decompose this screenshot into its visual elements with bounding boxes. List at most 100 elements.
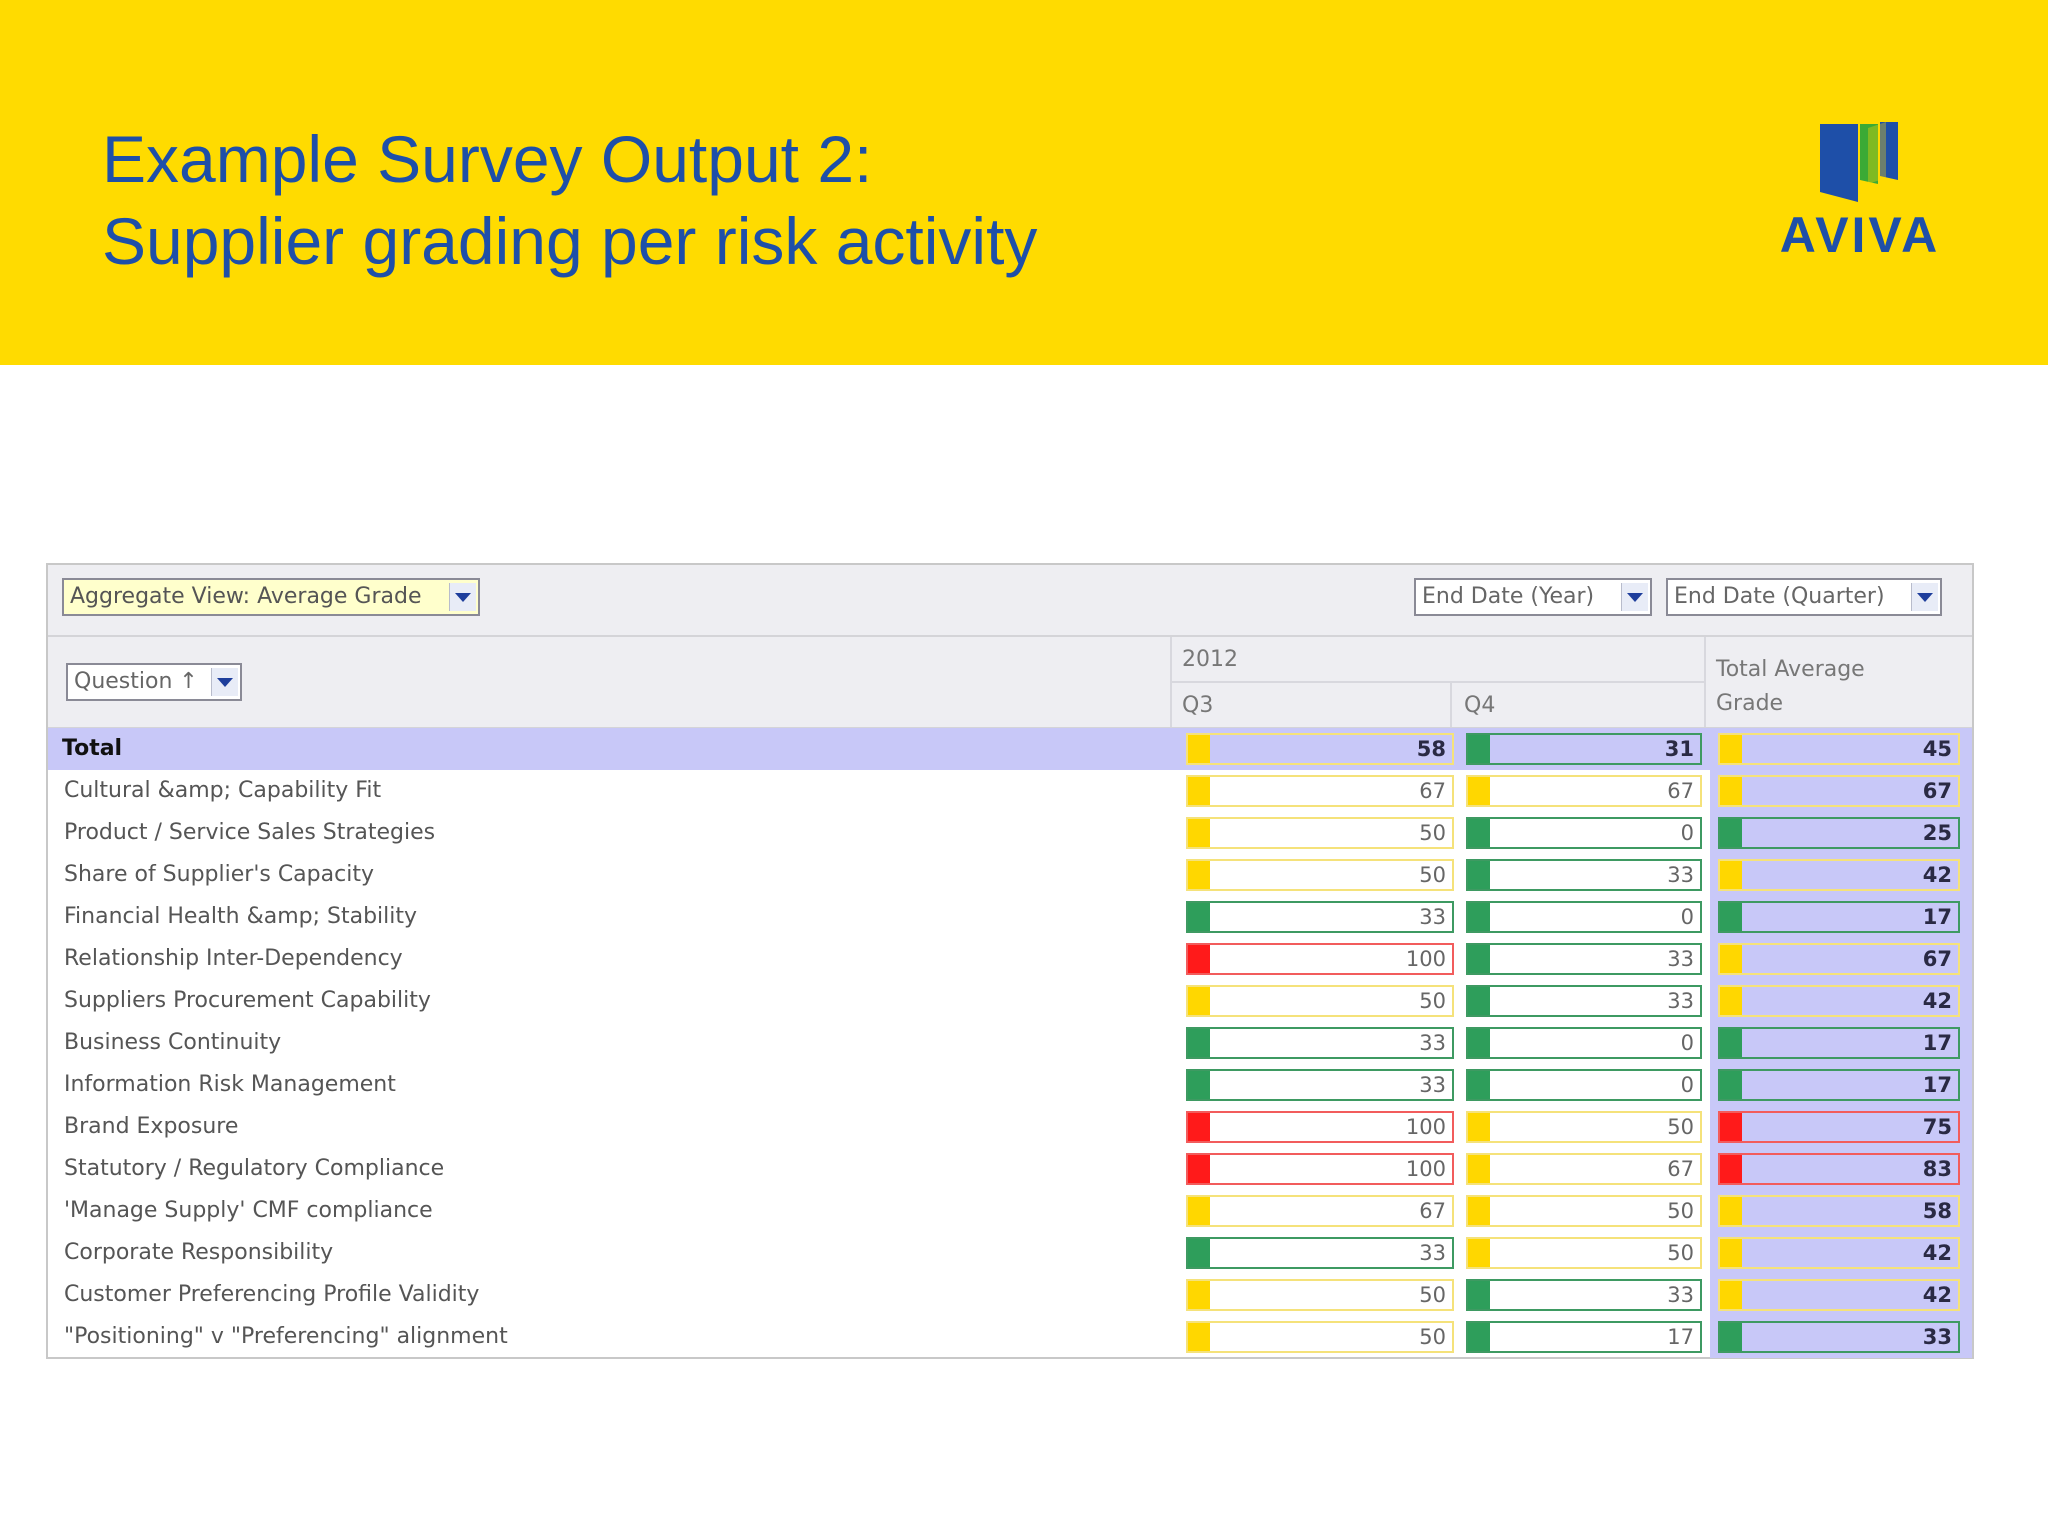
q4-grade-value: 0 bbox=[1680, 821, 1694, 845]
grade-indicator-green bbox=[1468, 903, 1490, 931]
q4-grade-cell: 17 bbox=[1466, 1321, 1702, 1353]
grade-indicator-yellow bbox=[1468, 1155, 1490, 1183]
table-row[interactable]: Brand Exposure 100 50 75 bbox=[48, 1106, 1972, 1148]
table-row[interactable]: "Positioning" v "Preferencing" alignment… bbox=[48, 1316, 1972, 1358]
q4-grade-value: 50 bbox=[1667, 1115, 1694, 1139]
table-row[interactable]: Relationship Inter-Dependency 100 33 67 bbox=[48, 938, 1972, 980]
q3-grade-value: 58 bbox=[1416, 737, 1446, 761]
q3-grade-value: 67 bbox=[1419, 779, 1446, 803]
q4-header[interactable]: Q4 bbox=[1464, 693, 1496, 718]
table-row[interactable]: Suppliers Procurement Capability 50 33 42 bbox=[48, 980, 1972, 1022]
q3-grade-cell: 67 bbox=[1186, 775, 1454, 807]
row-label: Information Risk Management bbox=[64, 1072, 396, 1097]
q3-grade-cell: 58 bbox=[1186, 733, 1454, 765]
grade-indicator-yellow bbox=[1720, 735, 1742, 763]
total-grade-cell: 25 bbox=[1718, 817, 1960, 849]
q3-grade-value: 100 bbox=[1405, 1157, 1446, 1181]
q3-grade-value: 33 bbox=[1419, 1073, 1446, 1097]
grade-indicator-green bbox=[1720, 903, 1742, 931]
chevron-down-icon[interactable] bbox=[449, 583, 476, 611]
grade-indicator-red bbox=[1188, 945, 1210, 973]
q3-grade-value: 50 bbox=[1419, 821, 1446, 845]
header-banner bbox=[0, 0, 2048, 365]
total-grade-cell: 58 bbox=[1718, 1195, 1960, 1227]
q3-grade-cell: 100 bbox=[1186, 1153, 1454, 1185]
q4-grade-cell: 0 bbox=[1466, 1027, 1702, 1059]
q4-grade-value: 33 bbox=[1667, 1283, 1694, 1307]
q4-grade-value: 50 bbox=[1667, 1241, 1694, 1265]
grade-indicator-green bbox=[1468, 819, 1490, 847]
q3-grade-value: 50 bbox=[1419, 989, 1446, 1013]
table-row[interactable]: 'Manage Supply' CMF compliance 67 50 58 bbox=[48, 1190, 1972, 1232]
total-grade-cell: 42 bbox=[1718, 1279, 1960, 1311]
table-row[interactable]: Financial Health &amp; Stability 33 0 17 bbox=[48, 896, 1972, 938]
question-sort-dropdown[interactable]: Question ↑ bbox=[66, 663, 242, 701]
grade-indicator-green bbox=[1720, 1029, 1742, 1057]
row-label: Relationship Inter-Dependency bbox=[64, 946, 403, 971]
q4-grade-cell: 33 bbox=[1466, 859, 1702, 891]
total-row[interactable]: Total 58 31 45 bbox=[48, 728, 1972, 770]
q3-grade-value: 100 bbox=[1405, 1115, 1446, 1139]
row-label: Cultural &amp; Capability Fit bbox=[64, 778, 382, 803]
grade-indicator-green bbox=[1468, 987, 1490, 1015]
chevron-down-icon[interactable] bbox=[1621, 583, 1648, 611]
row-label: "Positioning" v "Preferencing" alignment bbox=[64, 1324, 508, 1349]
grade-indicator-green bbox=[1188, 1071, 1210, 1099]
year-header: 2012 bbox=[1182, 647, 1238, 672]
q3-header[interactable]: Q3 bbox=[1182, 693, 1214, 718]
table-row[interactable]: Customer Preferencing Profile Validity 50… bbox=[48, 1274, 1972, 1316]
grade-indicator-yellow bbox=[1468, 777, 1490, 805]
total-grade-value: 83 bbox=[1922, 1157, 1952, 1181]
table-row[interactable]: Business Continuity 33 0 17 bbox=[48, 1022, 1972, 1064]
row-label: Suppliers Procurement Capability bbox=[64, 988, 431, 1013]
title-line-2: Supplier grading per risk activity bbox=[102, 204, 1038, 278]
grade-indicator-yellow bbox=[1720, 1239, 1742, 1267]
total-grade-cell: 42 bbox=[1718, 1237, 1960, 1269]
table-row[interactable]: Information Risk Management 33 0 17 bbox=[48, 1064, 1972, 1106]
end-date-quarter-dropdown[interactable]: End Date (Quarter) bbox=[1666, 578, 1942, 616]
q3-grade-value: 33 bbox=[1419, 1241, 1446, 1265]
q4-grade-value: 33 bbox=[1667, 947, 1694, 971]
total-grade-cell: 33 bbox=[1718, 1321, 1960, 1353]
total-grade-value: 42 bbox=[1922, 1283, 1952, 1307]
grade-indicator-green bbox=[1468, 861, 1490, 889]
table-row[interactable]: Cultural &amp; Capability Fit 67 67 67 bbox=[48, 770, 1972, 812]
total-grade-value: 42 bbox=[1922, 1241, 1952, 1265]
q3-grade-cell: 50 bbox=[1186, 1279, 1454, 1311]
grade-indicator-yellow bbox=[1468, 1239, 1490, 1267]
total-grade-value: 67 bbox=[1922, 947, 1952, 971]
q4-grade-value: 17 bbox=[1667, 1325, 1694, 1349]
q4-grade-cell: 0 bbox=[1466, 817, 1702, 849]
aggregate-view-dropdown[interactable]: Aggregate View: Average Grade bbox=[62, 578, 480, 616]
total-grade-cell: 42 bbox=[1718, 985, 1960, 1017]
grade-indicator-yellow bbox=[1720, 1281, 1742, 1309]
end-date-year-dropdown[interactable]: End Date (Year) bbox=[1414, 578, 1652, 616]
total-grade-cell: 17 bbox=[1718, 1027, 1960, 1059]
table-row[interactable]: Share of Supplier's Capacity 50 33 42 bbox=[48, 854, 1972, 896]
grade-indicator-green bbox=[1188, 1029, 1210, 1057]
aviva-logo: AVIVA bbox=[1760, 120, 1960, 263]
q4-grade-value: 33 bbox=[1667, 989, 1694, 1013]
table-row[interactable]: Product / Service Sales Strategies 50 0 25 bbox=[48, 812, 1972, 854]
grade-indicator-yellow bbox=[1468, 1197, 1490, 1225]
chevron-down-icon[interactable] bbox=[1911, 583, 1938, 611]
grade-indicator-yellow bbox=[1720, 777, 1742, 805]
q4-grade-value: 67 bbox=[1667, 779, 1694, 803]
total-grade-value: 42 bbox=[1922, 989, 1952, 1013]
q3-grade-value: 50 bbox=[1419, 863, 1446, 887]
report-toolbar: Aggregate View: Average Grade End Date (… bbox=[48, 565, 1972, 637]
table-row[interactable]: Statutory / Regulatory Compliance 100 67 83 bbox=[48, 1148, 1972, 1190]
chevron-down-icon[interactable] bbox=[211, 668, 238, 696]
total-grade-value: 17 bbox=[1922, 1073, 1952, 1097]
q4-grade-cell: 33 bbox=[1466, 943, 1702, 975]
q3-grade-cell: 33 bbox=[1186, 1069, 1454, 1101]
grade-indicator-yellow bbox=[1188, 735, 1210, 763]
row-label: 'Manage Supply' CMF compliance bbox=[64, 1198, 433, 1223]
grade-indicator-yellow bbox=[1188, 1281, 1210, 1309]
grade-indicator-yellow bbox=[1468, 1113, 1490, 1141]
total-grade-value: 42 bbox=[1922, 863, 1952, 887]
total-grade-cell: 83 bbox=[1718, 1153, 1960, 1185]
row-label: Financial Health &amp; Stability bbox=[64, 904, 418, 929]
table-row[interactable]: Corporate Responsibility 33 50 42 bbox=[48, 1232, 1972, 1274]
column-header: Question ↑ 2012 Q3 Q4 Total Average Grad… bbox=[48, 637, 1972, 728]
